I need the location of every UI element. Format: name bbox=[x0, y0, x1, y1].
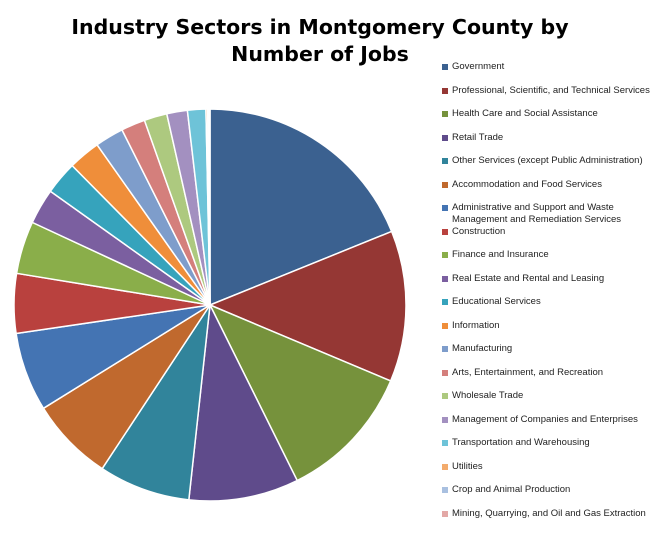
legend-swatch bbox=[442, 158, 448, 164]
legend-item: Educational Services bbox=[442, 296, 650, 308]
legend-swatch bbox=[442, 275, 448, 282]
legend-item: Mining, Quarrying, and Oil and Gas Extra… bbox=[442, 508, 650, 520]
pie-slice-2 bbox=[209, 304, 392, 482]
legend-swatch bbox=[442, 322, 448, 329]
legend-label: Crop and Animal Production bbox=[452, 484, 571, 495]
legend-label: Administrative and Support and Waste Man… bbox=[452, 202, 621, 225]
legend-swatch bbox=[442, 111, 448, 117]
legend-swatch bbox=[442, 87, 448, 94]
legend-label: Manufacturing bbox=[452, 343, 513, 354]
legend-swatch bbox=[442, 369, 448, 376]
legend-label: Educational Services bbox=[452, 296, 541, 307]
legend-item: Management of Companies and Enterprises bbox=[442, 414, 650, 426]
legend-label: Information bbox=[452, 319, 500, 331]
legend-item: Accommodation and Food Services bbox=[442, 179, 650, 191]
legend-item: Government bbox=[442, 61, 650, 73]
legend-item: Wholesale Trade bbox=[442, 390, 650, 402]
pie-slice-3 bbox=[188, 304, 298, 502]
pie-slice-19 bbox=[208, 108, 211, 306]
legend-swatch bbox=[442, 64, 448, 70]
legend-item: Retail Trade bbox=[442, 132, 650, 144]
legend-item: Health Care and Social Assistance bbox=[442, 108, 650, 120]
legend-item: Construction bbox=[442, 226, 650, 238]
legend-swatch bbox=[442, 510, 448, 517]
legend-label: Mining, Quarrying, and Oil and Gas Extra… bbox=[452, 507, 646, 519]
legend-label: Arts, Entertainment, and Recreation bbox=[452, 366, 604, 378]
legend-item: Real Estate and Rental and Leasing bbox=[442, 273, 650, 285]
pie-slice-0 bbox=[209, 108, 393, 306]
legend-label: Government bbox=[452, 61, 505, 72]
legend-item: Professional, Scientific, and Technical … bbox=[442, 85, 650, 97]
legend-item: Information bbox=[442, 320, 650, 332]
legend-item: Transportation and Warehousing bbox=[442, 437, 650, 449]
legend-swatch bbox=[442, 346, 448, 352]
legend-label: Health Care and Social Assistance bbox=[452, 108, 598, 119]
legend-label: Management of Companies and Enterprises bbox=[452, 413, 638, 425]
legend-swatch bbox=[442, 440, 448, 446]
legend-label: Utilities bbox=[452, 460, 483, 472]
legend-label: Retail Trade bbox=[452, 131, 504, 143]
legend-swatch bbox=[442, 181, 448, 188]
legend-item: Other Services (except Public Administra… bbox=[442, 155, 650, 167]
legend-item: Administrative and Support and Waste Man… bbox=[442, 202, 650, 225]
legend-swatch bbox=[442, 228, 448, 235]
legend-swatch bbox=[442, 205, 448, 211]
legend-label: Construction bbox=[452, 225, 506, 237]
legend-item: Arts, Entertainment, and Recreation bbox=[442, 367, 650, 379]
legend-label: Professional, Scientific, and Technical … bbox=[452, 84, 650, 96]
legend-swatch bbox=[442, 463, 448, 470]
legend-item: Crop and Animal Production bbox=[442, 484, 650, 496]
pie-slice-1 bbox=[209, 230, 407, 382]
legend-item: Utilities bbox=[442, 461, 650, 473]
legend-label: Accommodation and Food Services bbox=[452, 178, 602, 190]
legend-label: Other Services (except Public Administra… bbox=[452, 155, 643, 166]
legend-label: Transportation and Warehousing bbox=[452, 437, 590, 448]
legend-label: Finance and Insurance bbox=[452, 249, 549, 260]
legend-swatch bbox=[442, 416, 448, 423]
legend-label: Real Estate and Rental and Leasing bbox=[452, 272, 605, 284]
legend-swatch bbox=[442, 299, 448, 305]
legend-swatch bbox=[442, 252, 448, 258]
chart-title: Industry Sectors in Montgomery County by… bbox=[71, 15, 569, 66]
legend-item: Manufacturing bbox=[442, 343, 650, 355]
legend-swatch bbox=[442, 134, 448, 141]
legend-label: Wholesale Trade bbox=[452, 390, 524, 401]
pie-chart-area bbox=[13, 108, 407, 502]
legend-swatch bbox=[442, 393, 448, 399]
pie-chart bbox=[13, 108, 407, 502]
legend-swatch bbox=[442, 487, 448, 493]
legend-item: Finance and Insurance bbox=[442, 249, 650, 261]
